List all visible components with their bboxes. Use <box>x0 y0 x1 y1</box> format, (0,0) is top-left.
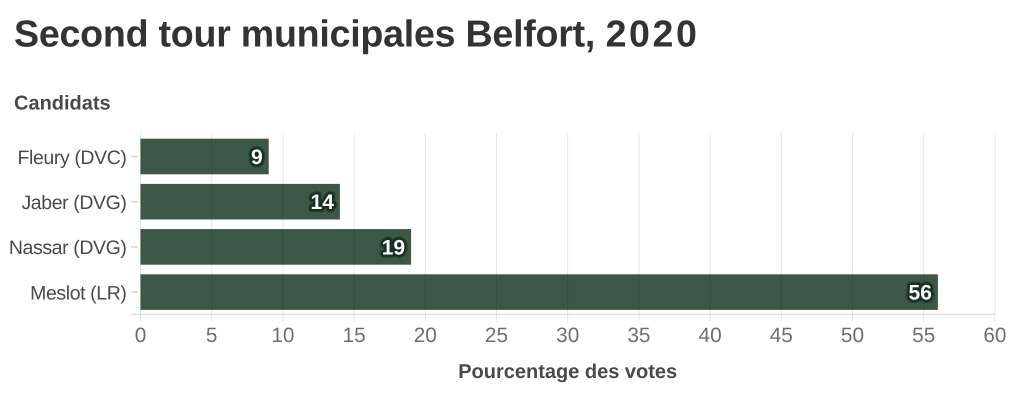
svg-text:45: 45 <box>770 324 793 347</box>
svg-text:Second tour municipales Belfor: Second tour municipales Belfort, <box>14 13 595 55</box>
svg-text:Candidats: Candidats <box>14 93 111 115</box>
svg-text:5: 5 <box>206 324 218 347</box>
svg-text:40: 40 <box>699 324 722 347</box>
svg-text:19: 19 <box>382 236 405 259</box>
svg-text:19: 19 <box>382 236 405 259</box>
svg-text:15: 15 <box>343 324 366 347</box>
svg-text:0: 0 <box>135 324 147 347</box>
svg-text:14: 14 <box>311 191 335 214</box>
svg-text:25: 25 <box>485 324 508 347</box>
svg-text:Meslot (LR): Meslot (LR) <box>30 282 126 304</box>
svg-text:35: 35 <box>627 324 650 347</box>
svg-text:9: 9 <box>251 146 263 169</box>
svg-text:9: 9 <box>251 146 263 169</box>
svg-text:Nassar (DVG): Nassar (DVG) <box>9 237 127 259</box>
svg-text:Fleury (DVC): Fleury (DVC) <box>18 147 127 169</box>
svg-text:2020: 2020 <box>606 13 700 55</box>
svg-text:56: 56 <box>909 282 932 305</box>
svg-text:20: 20 <box>414 324 437 347</box>
svg-text:56: 56 <box>909 282 932 305</box>
svg-text:Jaber (DVG): Jaber (DVG) <box>21 192 126 214</box>
svg-text:Pourcentage des votes: Pourcentage des votes <box>458 361 677 383</box>
svg-text:55: 55 <box>912 324 935 347</box>
svg-text:14: 14 <box>311 191 335 214</box>
svg-text:60: 60 <box>983 324 1006 347</box>
svg-text:50: 50 <box>841 324 864 347</box>
svg-text:10: 10 <box>271 324 294 347</box>
svg-text:30: 30 <box>556 324 579 347</box>
